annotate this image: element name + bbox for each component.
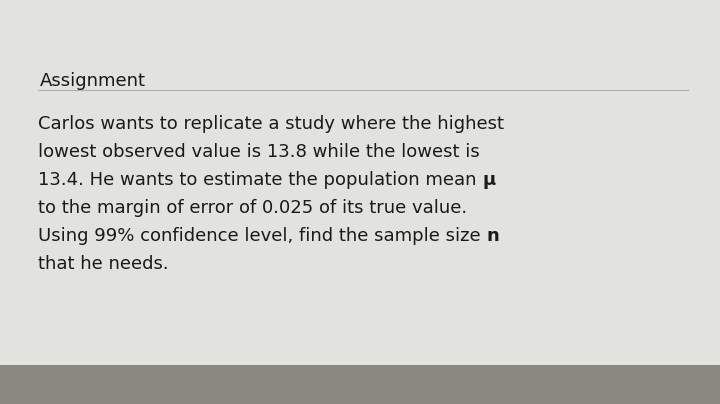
Text: Using 99% confidence level, find the sample size: Using 99% confidence level, find the sam… (38, 227, 487, 245)
Text: lowest observed value is 13.8 while the lowest is: lowest observed value is 13.8 while the … (38, 143, 480, 161)
Text: Carlos wants to replicate a study where the highest: Carlos wants to replicate a study where … (38, 115, 504, 133)
Bar (0, 365, 720, 404)
Text: Assignment: Assignment (40, 72, 146, 90)
Text: n: n (487, 227, 499, 245)
Text: 13.4. He wants to estimate the population mean: 13.4. He wants to estimate the populatio… (38, 171, 482, 189)
Text: to the margin of error of 0.025 of its true value.: to the margin of error of 0.025 of its t… (38, 199, 467, 217)
Text: μ: μ (482, 171, 495, 189)
Text: that he needs.: that he needs. (38, 255, 168, 273)
